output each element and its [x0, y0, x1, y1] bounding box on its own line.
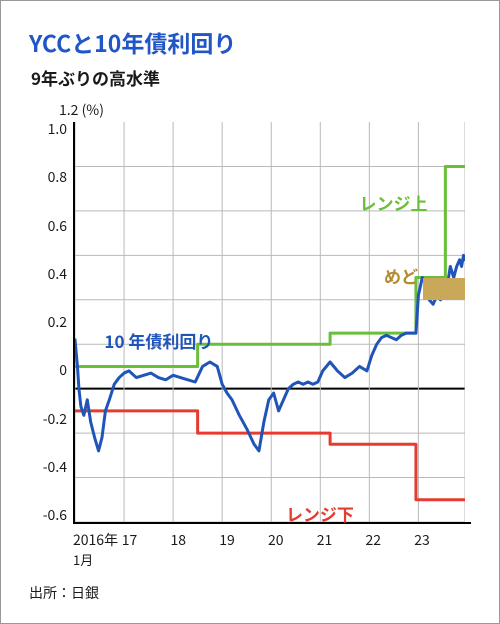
chart-title: YCCと10年債利回り	[29, 25, 471, 59]
y-tick: 0.6	[48, 219, 67, 233]
y-tick-top: 1.2	[59, 100, 78, 120]
medo-band	[423, 278, 465, 300]
series-lower	[75, 411, 465, 500]
chart-card: YCCと10年債利回り 9年ぶりの高水準 1.2 (%) 1.0 0.8 0.6 0.…	[0, 0, 500, 624]
chart-area: 1.0 0.8 0.6 0.4 0.2 0 -0.2 -0.4 -0.6 レンジ上レンジ下 めど 1…	[29, 122, 471, 524]
x-tick: 20	[268, 530, 317, 569]
series-label-medo: めど	[384, 263, 418, 288]
y-tick: 0	[59, 363, 67, 377]
chart-container: 1.2 (%) 1.0 0.8 0.6 0.4 0.2 0 -0.2 -0.4 -0.6 レンジ…	[29, 100, 471, 569]
series-label-yield: 10 年債利回り	[104, 328, 213, 353]
x-tick: 2016年1月	[73, 530, 122, 569]
x-tick: 22	[366, 530, 415, 569]
y-tick: 0.2	[48, 315, 67, 329]
y-tick: 0.4	[48, 267, 67, 281]
x-tick: 17	[122, 530, 171, 569]
y-axis-ticks: 1.0 0.8 0.6 0.4 0.2 0 -0.2 -0.4 -0.6	[29, 122, 67, 522]
y-tick: -0.2	[43, 412, 67, 426]
x-axis-ticks: 2016年1月17181920212223	[73, 530, 463, 569]
chart-svg	[75, 122, 465, 522]
x-tick: 21	[317, 530, 366, 569]
x-tick: 19	[219, 530, 268, 569]
series-label-lower: レンジ下	[286, 501, 354, 526]
y-tick: -0.4	[43, 460, 67, 474]
y-axis-top-label: 1.2 (%)	[59, 100, 471, 120]
chart-plot: レンジ上レンジ下 めど 10 年債利回り	[73, 122, 471, 524]
series-label-upper: レンジ上	[360, 190, 428, 215]
y-tick: -0.6	[43, 508, 67, 522]
x-tick: 18	[171, 530, 220, 569]
y-tick: 0.8	[48, 170, 67, 184]
chart-source: 出所：日銀	[29, 583, 471, 603]
y-tick: 1.0	[48, 122, 67, 136]
x-tick: 23	[414, 530, 463, 569]
y-unit: (%)	[82, 100, 104, 120]
chart-subtitle: 9年ぶりの高水準	[31, 65, 471, 90]
